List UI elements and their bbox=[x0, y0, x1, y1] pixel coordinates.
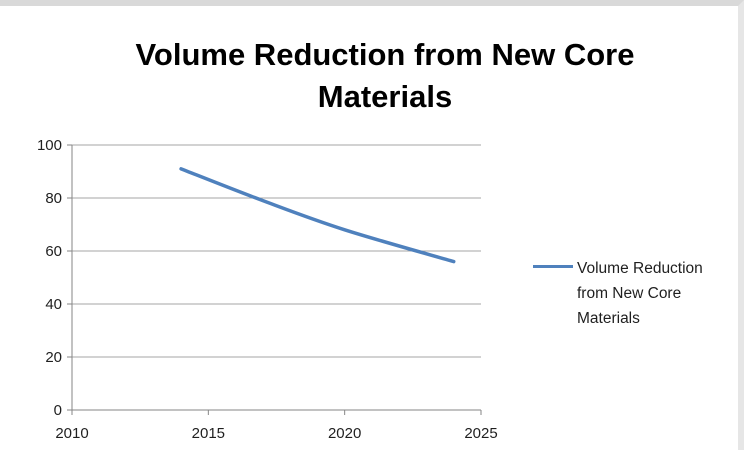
x-tick-label: 2020 bbox=[328, 425, 361, 442]
y-tick-label: 60 bbox=[45, 243, 62, 260]
y-tick-label: 40 bbox=[45, 296, 62, 313]
x-tick-label: 2025 bbox=[464, 425, 497, 442]
legend: Volume Reduction from New Core Materials bbox=[533, 254, 743, 334]
x-tick-label: 2015 bbox=[192, 425, 225, 442]
y-tick-label: 80 bbox=[45, 190, 62, 207]
y-tick-label: 20 bbox=[45, 349, 62, 366]
series-line-0 bbox=[179, 167, 456, 264]
series-layer bbox=[179, 167, 456, 264]
x-tick-label: 2010 bbox=[55, 425, 88, 442]
chart-title: Volume Reduction from New Core Materials bbox=[135, 37, 635, 114]
legend-swatch bbox=[533, 265, 573, 268]
chart-plot: 0 20 40 60 80 100 2010 2015 2020 2025 bbox=[37, 137, 498, 442]
axes bbox=[67, 144, 482, 415]
legend-label: Volume Reduction from New Core Materials bbox=[577, 260, 703, 327]
tick-labels: 0 20 40 60 80 100 2010 2015 2020 2025 bbox=[37, 137, 498, 442]
y-tick-label: 100 bbox=[37, 137, 62, 154]
y-tick-label: 0 bbox=[54, 402, 62, 419]
